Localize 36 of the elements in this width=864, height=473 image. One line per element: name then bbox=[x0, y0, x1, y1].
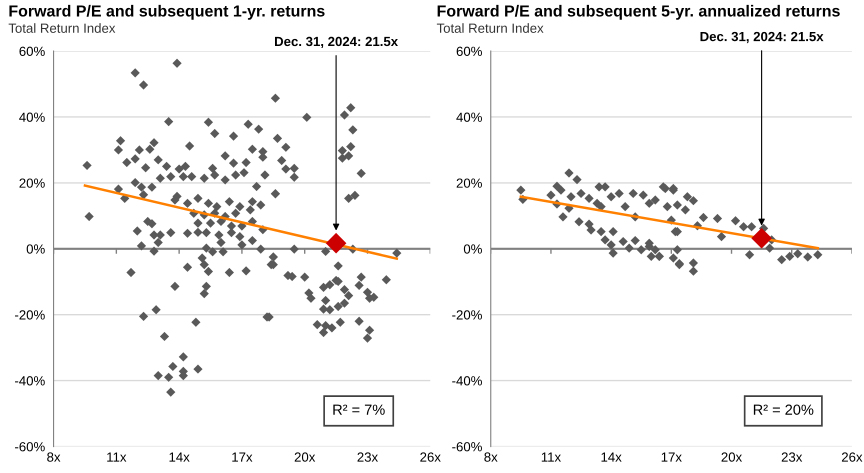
chart-subtitle: Total Return Index bbox=[8, 23, 116, 33]
x-tick-label: 8x bbox=[484, 452, 498, 462]
x-tick-label: 20x bbox=[722, 452, 742, 462]
y-tick-label: 20% bbox=[19, 178, 45, 188]
y-tick-label: 40% bbox=[19, 112, 45, 122]
annotation: R² = 20% bbox=[754, 404, 814, 415]
x-tick-label: 11x bbox=[542, 452, 561, 462]
y-tick-label: -20% bbox=[15, 310, 45, 320]
x-tick-label: 26x bbox=[842, 452, 862, 462]
x-tick-label: 23x bbox=[782, 452, 802, 462]
y-tick-label: 40% bbox=[456, 112, 482, 122]
text: Dec. 31, 2024: 21.5x bbox=[274, 36, 398, 48]
y-tick-label: 60% bbox=[456, 46, 482, 56]
y-tick-label: 60% bbox=[19, 46, 45, 56]
x-tick-label: 20x bbox=[294, 452, 316, 462]
y-tick-label: -40% bbox=[15, 376, 45, 386]
x-tick-label: 8x bbox=[47, 452, 60, 462]
y-tick-label: -60% bbox=[15, 442, 45, 452]
y-tick-label: 0% bbox=[26, 244, 45, 254]
x-tick-label: 23x bbox=[358, 452, 378, 462]
x-tick-label: 14x bbox=[170, 452, 190, 462]
annotation: R² = 7% bbox=[333, 404, 385, 415]
chart-title: Forward P/E and subsequent 1-yr. returns bbox=[9, 4, 325, 20]
chart-title: Forward P/E and subsequent 5-yr. annualized returns bbox=[438, 4, 840, 20]
y-tick-label: 0% bbox=[464, 244, 482, 254]
x-tick-label: 17x bbox=[662, 452, 682, 462]
x-tick-label: 11x bbox=[107, 452, 126, 462]
chart-subtitle: Total Return Index bbox=[436, 23, 544, 33]
x-tick-label: 26x bbox=[420, 452, 441, 462]
y-tick-label: -20% bbox=[452, 310, 482, 320]
x-tick-label: 14x bbox=[602, 452, 622, 462]
y-tick-label: -40% bbox=[452, 376, 482, 386]
y-tick-label: -60% bbox=[452, 442, 482, 452]
x-tick-label: 17x bbox=[232, 452, 252, 462]
y-tick-label: 20% bbox=[456, 178, 482, 188]
text: Dec. 31, 2024: 21.5x bbox=[700, 32, 824, 44]
